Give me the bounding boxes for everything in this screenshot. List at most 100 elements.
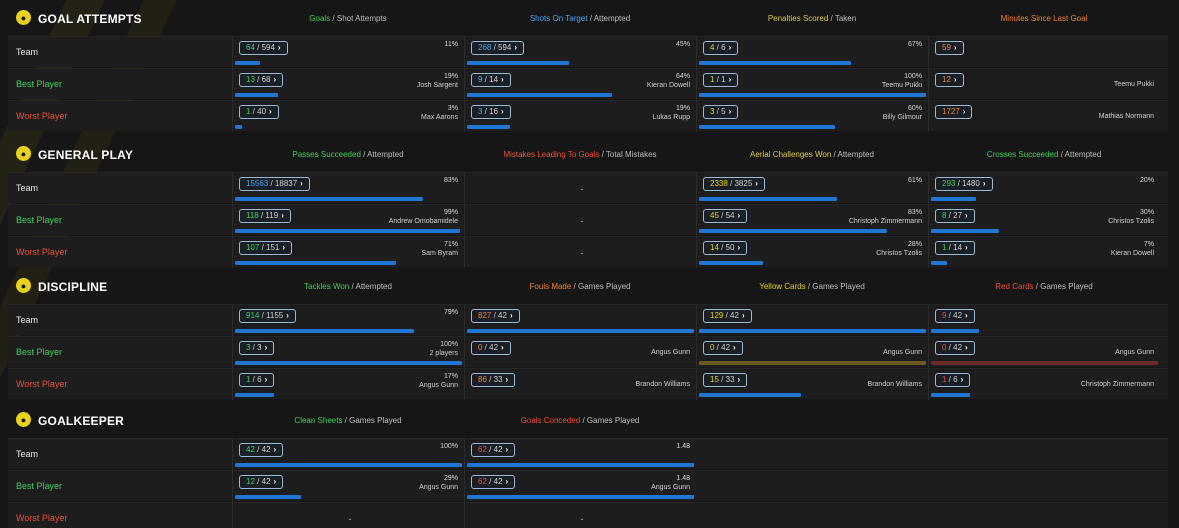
stat-value-button[interactable]: 59 › [935, 41, 964, 55]
chevron-right-icon: › [509, 311, 513, 320]
stat-value-button[interactable]: 1727 › [935, 105, 973, 119]
player-name[interactable]: Teemu Pukki [1113, 81, 1154, 88]
stat-value-button[interactable]: 3 / 16 › [471, 105, 511, 119]
stat-value-button[interactable]: 827 / 42 › [471, 309, 520, 323]
stat-value-button[interactable]: 107 / 151 › [239, 241, 293, 255]
player-name[interactable]: Lukas Rupp [652, 114, 690, 121]
stat-value-button[interactable]: 62 / 42 › [471, 443, 516, 457]
player-name[interactable]: Andrew Omobamidele [388, 218, 458, 225]
stat-value-button[interactable]: 64 / 594 › [239, 41, 288, 55]
player-name[interactable]: Brandon Williams [635, 381, 690, 388]
stat-value-button[interactable]: 0 / 42 › [471, 341, 511, 355]
progress-bar-fill [235, 61, 260, 65]
stat-value-button[interactable]: 1 / 6 › [239, 373, 275, 387]
stat-value-button[interactable]: 14 / 50 › [703, 241, 748, 255]
stat-value-button[interactable]: 3 / 3 › [239, 341, 275, 355]
stat-ratio: 29% [443, 475, 458, 482]
stat-value-button[interactable]: 129 / 42 › [703, 309, 752, 323]
player-name[interactable]: Billy Gilmour [882, 114, 922, 121]
player-name[interactable]: Mathias Normann [1098, 113, 1154, 120]
stat-cell: 1 / 6 › 17% Angus Gunn [232, 369, 464, 400]
progress-bar [931, 197, 1158, 201]
stat-ratio: 71% [443, 241, 458, 248]
stat-value-button[interactable]: 4 / 6 › [703, 41, 739, 55]
stat-value: 64 [246, 43, 255, 52]
empty-value: - [348, 514, 352, 524]
progress-bar [699, 61, 926, 65]
stat-value-button[interactable]: 293 / 1480 › [935, 177, 993, 191]
stat-value-button[interactable]: 15563 / 18837 › [239, 177, 310, 191]
stat-value-button[interactable]: 8 / 27 › [935, 209, 975, 223]
player-name[interactable]: Josh Sargent [416, 82, 458, 89]
stat-ratio: 11% [444, 41, 459, 48]
chevron-right-icon: › [728, 43, 732, 52]
stat-value-button[interactable]: 268 / 594 › [471, 41, 525, 55]
player-name[interactable]: Angus Gunn [419, 484, 458, 491]
player-name[interactable]: Christoph Zimmermann [848, 218, 922, 225]
stat-value-button[interactable]: 9 / 42 › [935, 309, 975, 323]
progress-bar-fill [235, 93, 279, 97]
stat-cell: - [464, 503, 696, 528]
stat-total: / 42 [946, 311, 963, 320]
stat-value-button[interactable]: 9 / 14 › [471, 73, 511, 87]
stat-value: 1 [246, 107, 251, 116]
stat-value-button[interactable]: 118 / 119 › [239, 209, 291, 223]
progress-bar [699, 93, 926, 97]
stat-value: 129 [710, 311, 724, 320]
stat-value-button[interactable]: 2338 / 3825 › [703, 177, 765, 191]
stat-value-button[interactable]: 914 / 1155 › [239, 309, 296, 323]
player-name[interactable]: 2 players [429, 350, 458, 357]
stat-value-button[interactable]: 1 / 1 › [703, 73, 739, 87]
stat-value-button[interactable]: 1 / 6 › [935, 373, 971, 387]
stat-value: 2338 [710, 179, 728, 188]
stat-value: 1 [942, 375, 947, 384]
row-label: Best Player [16, 481, 63, 491]
chevron-right-icon: › [501, 343, 504, 352]
stat-value-button[interactable]: 42 / 42 › [239, 443, 284, 457]
stat-value-button[interactable]: 0 / 42 › [703, 341, 743, 355]
progress-bar-fill [699, 329, 926, 333]
player-name[interactable]: Sam Byram [421, 250, 458, 257]
column-header: Aerial Challenges Won / Attempted [750, 150, 874, 159]
column-header: Passes Succeeded / Attempted [292, 150, 403, 159]
stat-value: 118 [246, 211, 259, 220]
card-icon: ● [16, 278, 31, 293]
column-header-primary: Clean Sheets [294, 416, 343, 425]
player-name[interactable]: Kieran Dowell [1110, 250, 1154, 257]
player-name[interactable]: Angus Gunn [651, 484, 690, 491]
stat-value-button[interactable]: 15 / 33 › [703, 373, 748, 387]
chevron-right-icon: › [264, 375, 268, 384]
progress-bar-fill [235, 329, 415, 333]
stat-cell: 12 / 42 › 29% Angus Gunn [232, 471, 464, 502]
player-name[interactable]: Christos Tzolis [1108, 218, 1154, 225]
player-name[interactable]: Kieran Dowell [646, 82, 690, 89]
player-name[interactable]: Angus Gunn [651, 349, 690, 356]
stat-cell: 15563 / 18837 › 83% [232, 173, 464, 204]
stats-row-worst: Worst Player 1 / 40 › 3% Max Aarons 3 / 16 › 19… [8, 100, 1168, 132]
section-title: DISCIPLINE [38, 280, 108, 294]
stat-value-button[interactable]: 13 / 68 › [239, 73, 284, 87]
player-name[interactable]: Brandon Williams [867, 381, 922, 388]
stats-row-worst: Worst Player 107 / 151 › 71% Sam Byram -14 / … [8, 236, 1168, 268]
player-name[interactable]: Teemu Pukki [881, 82, 922, 89]
stat-total: / 42 [714, 343, 731, 352]
player-name[interactable]: Christoph Zimmermann [1080, 381, 1154, 388]
progress-bar-fill [235, 229, 460, 233]
player-name[interactable]: Angus Gunn [883, 349, 922, 356]
player-name[interactable]: Angus Gunn [1115, 349, 1154, 356]
player-name[interactable]: Angus Gunn [419, 382, 458, 389]
row-label: Team [16, 47, 39, 57]
stat-value-button[interactable]: 3 / 5 › [703, 105, 739, 119]
stat-value-button[interactable]: 1 / 40 › [239, 105, 279, 119]
player-name[interactable]: Christos Tzolis [876, 250, 922, 257]
stat-value-button[interactable]: 12 › [935, 73, 964, 87]
player-name[interactable]: Max Aarons [421, 114, 458, 121]
stat-value-button[interactable]: 45 / 54 › [703, 209, 748, 223]
stat-value-button[interactable]: 0 / 42 › [935, 341, 975, 355]
progress-bar [235, 393, 462, 397]
stat-value-button[interactable]: 62 / 42 › [471, 475, 516, 489]
stat-value-button[interactable]: 12 / 42 › [239, 475, 284, 489]
stat-value-button[interactable]: 86 / 33 › [471, 373, 516, 387]
stat-total: / 594 [491, 43, 512, 52]
stat-value-button[interactable]: 1 / 14 › [935, 241, 975, 255]
